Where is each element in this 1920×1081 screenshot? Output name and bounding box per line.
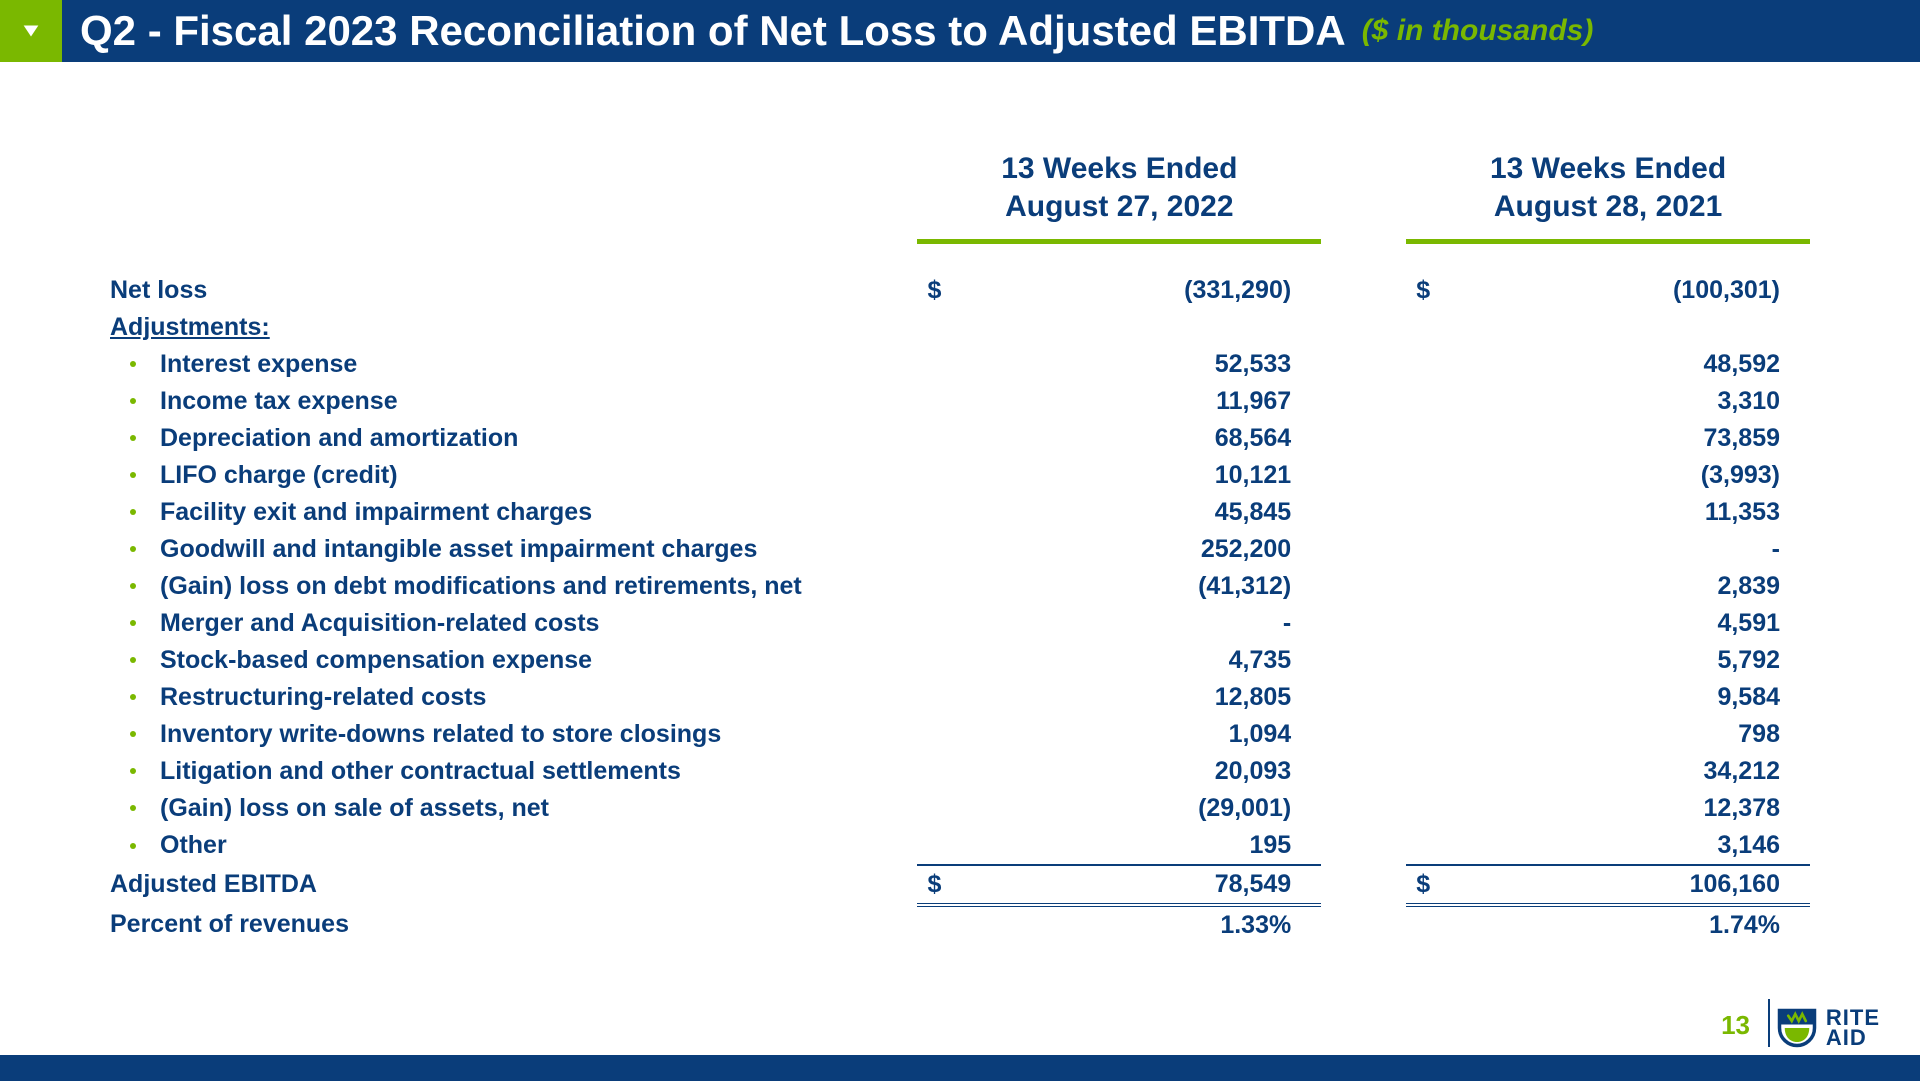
adjustment-label: Merger and Acquisition-related costs <box>110 605 917 642</box>
page-title: Q2 - Fiscal 2023 Reconciliation of Net L… <box>80 7 1346 55</box>
page-number: 13 <box>1721 1010 1750 1041</box>
column-header-2021: 13 Weeks Ended August 28, 2021 <box>1406 150 1810 242</box>
row-adjustment-item: Interest expense 52,533 48,592 <box>110 346 1810 383</box>
row-adjustment-item: Litigation and other contractual settlem… <box>110 753 1810 790</box>
adjustment-v1: 1,094 <box>992 716 1321 753</box>
row-adjustment-item: Depreciation and amortization 68,564 73,85… <box>110 420 1810 457</box>
percent-revenues-label: Percent of revenues <box>110 905 917 944</box>
adjustment-label: Goodwill and intangible asset impairment… <box>110 531 917 568</box>
adjustment-label: Depreciation and amortization <box>110 420 917 457</box>
blank-header <box>110 150 917 242</box>
percent-revenues-v1: 1.33% <box>992 905 1321 944</box>
col1-line1: 13 Weeks Ended <box>1001 152 1237 185</box>
adjustment-v2: 4,591 <box>1481 605 1810 642</box>
adjustment-v1: 10,121 <box>992 457 1321 494</box>
adjustment-v1: - <box>992 605 1321 642</box>
reconciliation-table: 13 Weeks Ended August 27, 2022 13 Weeks … <box>110 150 1810 944</box>
row-adjustment-item: Merger and Acquisition-related costs - 4,5… <box>110 605 1810 642</box>
adjustment-v1: 11,967 <box>992 383 1321 420</box>
adjusted-ebitda-v2: 106,160 <box>1481 865 1810 905</box>
net-loss-v1: (331,290) <box>992 272 1321 309</box>
currency-symbol: $ <box>1406 272 1480 309</box>
adjustment-label: Stock-based compensation expense <box>110 642 917 679</box>
row-adjustment-item: LIFO charge (credit) 10,121 (3,993) <box>110 457 1810 494</box>
adjustment-v1: (41,312) <box>992 568 1321 605</box>
adjustment-label: Income tax expense <box>110 383 917 420</box>
adjusted-ebitda-label: Adjusted EBITDA <box>110 865 917 905</box>
currency-symbol: $ <box>917 272 991 309</box>
net-loss-label: Net loss <box>110 272 917 309</box>
adjustment-v2: 11,353 <box>1481 494 1810 531</box>
adjustment-v2: 3,146 <box>1481 827 1810 865</box>
adjustment-v2: 34,212 <box>1481 753 1810 790</box>
col2-line1: 13 Weeks Ended <box>1490 152 1726 185</box>
adjustment-label: Restructuring-related costs <box>110 679 917 716</box>
adjustment-v1: 68,564 <box>992 420 1321 457</box>
row-adjustment-item: Inventory write-downs related to store c… <box>110 716 1810 753</box>
adjustment-v2: 5,792 <box>1481 642 1810 679</box>
row-adjustment-item: Goodwill and intangible asset impairment… <box>110 531 1810 568</box>
adjustments-label: Adjustments: <box>110 309 917 346</box>
adjustment-v2: 3,310 <box>1481 383 1810 420</box>
triangle-down-icon <box>18 20 44 42</box>
adjustment-v1: 20,093 <box>992 753 1321 790</box>
adjustment-v2: (3,993) <box>1481 457 1810 494</box>
logo-text: RITE AID <box>1826 1008 1880 1048</box>
row-adjustment-item: (Gain) loss on debt modifications and re… <box>110 568 1810 605</box>
adjustment-v2: 2,839 <box>1481 568 1810 605</box>
adjustment-label: (Gain) loss on debt modifications and re… <box>110 568 917 605</box>
adjustment-label: Litigation and other contractual settlem… <box>110 753 917 790</box>
footer-separator <box>1768 999 1770 1047</box>
col1-line2: August 27, 2022 <box>1005 190 1233 223</box>
row-adjustment-item: Restructuring-related costs 12,805 9,584 <box>110 679 1810 716</box>
row-adjustment-item: Other 195 3,146 <box>110 827 1810 865</box>
adjustment-label: LIFO charge (credit) <box>110 457 917 494</box>
footer-bar <box>0 1055 1920 1081</box>
col2-line2: August 28, 2021 <box>1494 190 1722 223</box>
adjustment-v1: 252,200 <box>992 531 1321 568</box>
row-adjustment-item: Facility exit and impairment charges 45,8… <box>110 494 1810 531</box>
adjustment-v1: 4,735 <box>992 642 1321 679</box>
adjustment-v1: 45,845 <box>992 494 1321 531</box>
percent-revenues-v2: 1.74% <box>1481 905 1810 944</box>
logo-line2: AID <box>1826 1028 1880 1048</box>
rite-aid-shield-icon <box>1776 1007 1818 1049</box>
adjustment-label: Other <box>110 827 917 865</box>
adjustment-label: Facility exit and impairment charges <box>110 494 917 531</box>
row-adjustments-header: Adjustments: <box>110 309 1810 346</box>
adjustment-label: Interest expense <box>110 346 917 383</box>
adjustment-v1: 195 <box>992 827 1321 865</box>
gap-header <box>1321 150 1406 242</box>
row-adjustment-item: Income tax expense 11,967 3,310 <box>110 383 1810 420</box>
row-adjustment-item: (Gain) loss on sale of assets, net (29,00… <box>110 790 1810 827</box>
slide: Q2 - Fiscal 2023 Reconciliation of Net L… <box>0 0 1920 1081</box>
adjustment-v1: 12,805 <box>992 679 1321 716</box>
column-header-2022: 13 Weeks Ended August 27, 2022 <box>917 150 1321 242</box>
title-units: ($ in thousands) <box>1362 14 1594 48</box>
collapse-tab[interactable] <box>0 0 62 62</box>
brand-logo: RITE AID <box>1776 1007 1880 1049</box>
header-bar: Q2 - Fiscal 2023 Reconciliation of Net L… <box>0 0 1920 62</box>
adjustment-v2: 9,584 <box>1481 679 1810 716</box>
row-percent-revenues: Percent of revenues 1.33% 1.74% <box>110 905 1810 944</box>
adjustment-v1: 52,533 <box>992 346 1321 383</box>
adjustment-v1: (29,001) <box>992 790 1321 827</box>
adjustment-v2: 12,378 <box>1481 790 1810 827</box>
currency-symbol: $ <box>1406 865 1480 905</box>
adjustment-v2: 798 <box>1481 716 1810 753</box>
currency-symbol: $ <box>917 865 991 905</box>
row-adjustment-item: Stock-based compensation expense 4,735 5,7… <box>110 642 1810 679</box>
adjustment-v2: 73,859 <box>1481 420 1810 457</box>
row-net-loss: Net loss $ (331,290) $ (100,301) <box>110 272 1810 309</box>
adjustment-v2: 48,592 <box>1481 346 1810 383</box>
adjustment-label: Inventory write-downs related to store c… <box>110 716 917 753</box>
row-adjusted-ebitda: Adjusted EBITDA$78,549$106,160 <box>110 865 1810 905</box>
adjustment-label: (Gain) loss on sale of assets, net <box>110 790 917 827</box>
adjustment-v2: - <box>1481 531 1810 568</box>
adjusted-ebitda-v1: 78,549 <box>992 865 1321 905</box>
net-loss-v2: (100,301) <box>1481 272 1810 309</box>
